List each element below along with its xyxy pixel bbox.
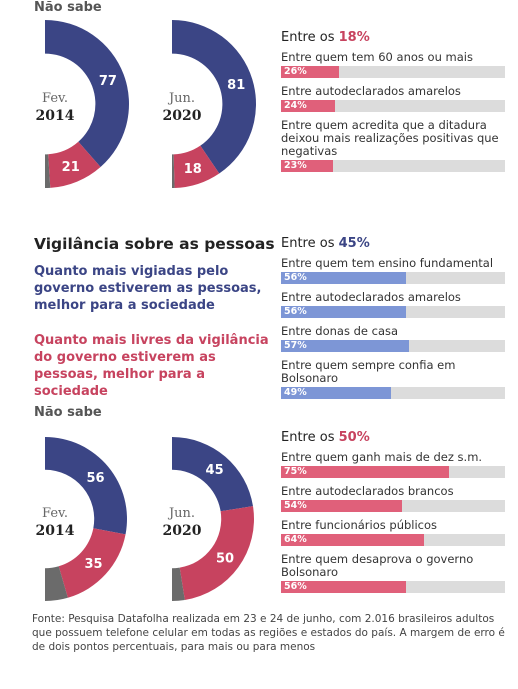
bar-category: Entre quem ganh mais de dez s.m. (281, 450, 483, 464)
bar-track: 56% (281, 581, 505, 593)
heading-text: Entre os (281, 30, 335, 45)
bar-category: Entre autodeclarados amarelos (281, 290, 461, 304)
bar-category: Entre autodeclarados brancos (281, 484, 454, 498)
bar-value-label: 54% (284, 500, 307, 511)
bar-track: 54% (281, 500, 505, 512)
bar (281, 387, 391, 399)
panel-heading: Entre os 50% (281, 430, 506, 445)
bar-category: Entre donas de casa (281, 324, 399, 338)
heading-highlight: 50% (338, 430, 370, 445)
bar (281, 500, 402, 512)
bar-category: Entre quem tem 60 anos ou mais (281, 50, 473, 64)
bar-value-label: 75% (284, 466, 307, 477)
donut-value-label: 50 (216, 552, 234, 567)
period-label: Jun. (167, 91, 195, 106)
period-label: Fev. (42, 91, 68, 106)
donut-value-label: 77 (99, 74, 117, 89)
bar-track: 64% (281, 534, 505, 546)
bar-track: 24% (281, 100, 505, 112)
donut-segment (173, 145, 220, 188)
donut-segment (172, 20, 256, 174)
bar-category: Entre autodeclarados amarelos (281, 84, 461, 98)
period-label: Jun. (167, 506, 195, 521)
panel-heading: Entre os 45% (281, 236, 506, 251)
bar (281, 466, 449, 478)
period-label: Fev. (42, 506, 68, 521)
bar-track: 56% (281, 272, 505, 284)
year-label: 2014 (36, 108, 75, 124)
donut-value-label: 18 (184, 162, 202, 177)
donut-segment (172, 154, 175, 188)
bar-value-label: 64% (284, 534, 307, 545)
bar-category: Entre quem sempre confia em Bolsonaro (281, 358, 456, 385)
donut-segment (58, 528, 126, 598)
bar-track: 23% (281, 160, 505, 172)
heading-highlight: 45% (338, 236, 370, 251)
bar (281, 340, 409, 352)
donut-value-label: 35 (84, 557, 102, 572)
dont-know-label: Não sabe (34, 405, 102, 420)
bar-value-label: 56% (284, 272, 307, 283)
donut-segment (45, 154, 51, 188)
bar-category: Entre quem desaprova o governo Bolsonaro (281, 552, 474, 579)
bar-track: 26% (281, 66, 505, 78)
year-label: 2020 (163, 108, 202, 124)
bar-category: Entre quem acredita que a ditadura deixo… (281, 118, 499, 158)
year-label: 2014 (36, 523, 75, 539)
section-title: Vigilância sobre as pessoas (34, 235, 275, 253)
bar (281, 581, 407, 593)
bar-track: 57% (281, 340, 505, 352)
donut-value-label: 56 (86, 471, 104, 486)
bar-panel: Entre os 18% Entre quem tem 60 anos ou ma… (281, 30, 506, 179)
bar-value-label: 24% (284, 100, 307, 111)
bar-value-label: 56% (284, 581, 307, 592)
bar-value-label: 49% (284, 387, 307, 398)
heading-highlight: 18% (338, 30, 370, 45)
source-note: Fonte: Pesquisa Datafolha realizada em 2… (32, 613, 505, 653)
bar-track: 56% (281, 306, 505, 318)
bar-value-label: 57% (284, 340, 307, 351)
donut-value-label: 21 (62, 160, 80, 175)
bar-panel: Entre os 50% Entre quem ganh mais de dez … (281, 430, 506, 600)
donut-segment (48, 141, 101, 188)
donut-value-label: 81 (227, 78, 245, 93)
bar (281, 534, 425, 546)
dont-know-label: Não sabe (34, 0, 102, 15)
bar-panel: Entre os 45% Entre quem tem ensino fundam… (281, 236, 506, 406)
donut-segment (179, 506, 254, 600)
heading-text: Entre os (281, 430, 335, 445)
donut-value-label: 45 (206, 463, 224, 478)
statement: Quanto mais livres da vigilância do gove… (34, 333, 269, 399)
donut-segment (45, 566, 68, 601)
bar (281, 100, 335, 112)
panel-heading: Entre os 18% (281, 30, 506, 45)
bar (281, 66, 340, 78)
bar-category: Entre funcionários públicos (281, 518, 438, 532)
bar-category: Entre quem tem ensino fundamental (281, 256, 494, 270)
bar-value-label: 26% (284, 66, 307, 77)
donut-segment (45, 20, 129, 168)
donut-segment (45, 437, 128, 535)
donut-segment (172, 567, 185, 601)
statement: Quanto mais vigiadas pelo governo estive… (34, 264, 262, 313)
bar-value-label: 56% (284, 306, 307, 317)
donut-segment (172, 437, 253, 512)
bar-track: 49% (281, 387, 505, 399)
bar (281, 160, 333, 172)
bar-value-label: 23% (284, 160, 307, 171)
heading-text: Entre os (281, 236, 335, 251)
year-label: 2020 (163, 523, 202, 539)
bar (281, 306, 407, 318)
bar-track: 75% (281, 466, 505, 478)
bar (281, 272, 407, 284)
